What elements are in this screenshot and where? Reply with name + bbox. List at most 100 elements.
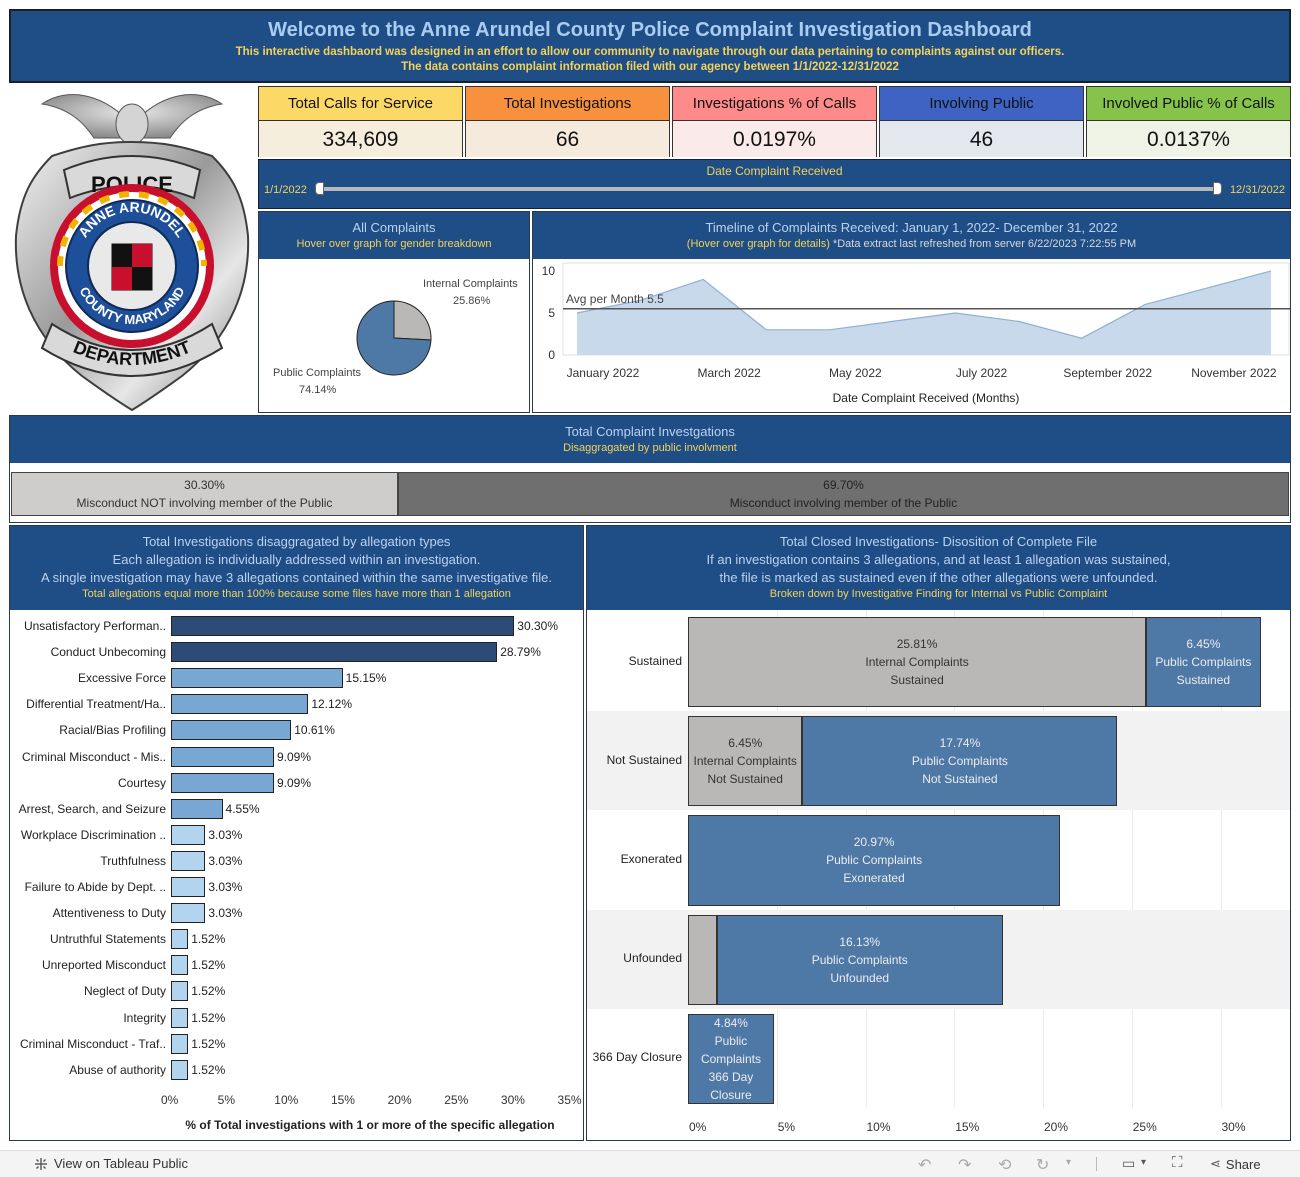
fullscreen-icon[interactable]: ⛶	[1172, 1154, 1183, 1171]
allegation-bar[interactable]	[171, 903, 206, 924]
allegation-value: 1.52%	[191, 1062, 226, 1077]
allegation-x-tick: 25%	[444, 1093, 469, 1107]
timeline-x-axis-title: Date Complaint Received (Months)	[833, 391, 1020, 405]
allegation-bar[interactable]	[171, 798, 223, 819]
allegation-bar[interactable]	[171, 746, 274, 767]
date-slider-track[interactable]	[321, 187, 1216, 191]
involvement-segment-internal[interactable]: 30.30% Misconduct NOT involving member of…	[11, 472, 398, 516]
allegation-value: 1.52%	[191, 958, 226, 973]
allegation-label: Racial/Bias Profiling	[59, 723, 166, 738]
date-filter-title: Date Complaint Received	[706, 164, 843, 178]
allegation-bar[interactable]	[171, 720, 292, 741]
involvement-segment-public[interactable]: 69.70% Misconduct involving member of the…	[398, 472, 1289, 516]
disposition-segment-public[interactable]: 16.13% Public Complaints Unfounded	[716, 914, 1003, 1005]
toolbar-divider	[1096, 1157, 1097, 1171]
revert-icon[interactable]: ⟲	[998, 1157, 1012, 1174]
disposition-segment-internal[interactable]	[688, 914, 717, 1005]
allegation-value: 30.30%	[517, 619, 558, 633]
pie-slice-public[interactable]	[356, 300, 432, 376]
allegation-label: Workplace Discrimination ..	[20, 827, 166, 842]
kpi-value: 334,609	[259, 121, 462, 157]
date-filter-end: 12/31/2022	[1229, 184, 1285, 196]
involvement-bar[interactable]: 30.30% Misconduct NOT involving member of…	[11, 472, 1289, 516]
disposition-x-tick: 20%	[1044, 1120, 1069, 1134]
undo-icon[interactable]: ↶	[918, 1157, 932, 1174]
disposition-segment-label: Public Complaints	[826, 853, 923, 868]
disposition-segment-label: Sustained	[890, 673, 944, 688]
allegation-label: Failure to Abide by Dept. ..	[24, 880, 166, 894]
kpi-tile: Involved Public % of Calls 0.0137%	[1086, 86, 1291, 157]
disposition-segment-label: 4.84%	[713, 1015, 748, 1030]
timeline-area[interactable]	[577, 271, 1271, 355]
timeline-x-tick: May 2022	[829, 366, 882, 380]
allegation-bar[interactable]	[171, 616, 515, 636]
kpi-value: 66	[466, 121, 669, 157]
involvement-title: Total Complaint Investgations	[565, 424, 735, 439]
disposition-header: Total Closed Investigations- Disosition …	[587, 526, 1290, 610]
timeline-y-tick: 0	[548, 348, 555, 362]
allegation-bar[interactable]	[171, 929, 189, 950]
kpi-tile: Total Investigations 66	[465, 86, 670, 157]
all-complaints-header: All Complaints Hover over graph for gend…	[259, 212, 529, 259]
allegation-bar[interactable]	[171, 850, 206, 871]
disposition-panel: Total Closed Investigations- Disosition …	[586, 525, 1291, 1141]
share-button[interactable]: ⋖ Share	[1210, 1156, 1261, 1172]
timeline-area-chart[interactable]: Avg per Month 5.5 10 5 0 January 2022 March 2…	[533, 259, 1290, 412]
kpi-tile: Involving Public 46	[879, 86, 1084, 157]
pie-chart[interactable]	[259, 259, 529, 412]
allegation-bar[interactable]	[171, 642, 498, 663]
date-filter-panel: Date Complaint Received 1/1/2022 12/31/2…	[258, 159, 1291, 209]
disposition-segment-public[interactable]: 20.97% Public Complaints Exonerated	[688, 815, 1061, 906]
redo-icon[interactable]: ↷	[958, 1157, 972, 1174]
allegation-bar[interactable]	[171, 694, 309, 715]
disposition-stacked-bar-chart[interactable]: Sustained 25.81% Internal Complaints Sustai…	[587, 610, 1290, 1140]
allegation-label: Truthfulness	[100, 853, 166, 868]
allegation-label: Criminal Misconduct - Mis..	[21, 749, 166, 764]
involvement-header: Total Complaint Investgations Disaggraga…	[10, 416, 1290, 463]
pie-slice-internal[interactable]	[393, 300, 432, 341]
allegation-value: 9.09%	[276, 749, 312, 764]
allegation-bar[interactable]	[171, 981, 189, 1002]
allegation-bar[interactable]	[171, 772, 274, 793]
kpi-title: Total Investigations	[466, 87, 669, 121]
allegation-label: Differential Treatment/Ha..	[26, 697, 166, 712]
kpi-value: 46	[880, 121, 1083, 157]
disposition-segment-label: 366 Day Closure	[708, 1069, 754, 1102]
involvement-pct: 30.30%	[184, 478, 225, 492]
allegation-bar[interactable]	[171, 955, 189, 976]
allegation-bar[interactable]	[171, 1007, 189, 1028]
timeline-line[interactable]	[576, 270, 1272, 339]
allegation-value: 1.52%	[191, 984, 226, 999]
disposition-segment-public[interactable]: 17.74% Public Complaints Not Sustained	[802, 716, 1118, 807]
allegation-bar-chart[interactable]: Unsatisfactory Performan.. 30.30% Conduct …	[10, 610, 583, 1140]
pause-icon[interactable]: ↻	[1036, 1157, 1050, 1174]
kpi-tile: Total Calls for Service 334,609	[258, 86, 463, 157]
chevron-down-icon-2[interactable]: ▾	[1141, 1157, 1147, 1168]
allegation-bar[interactable]	[171, 1059, 189, 1080]
involvement-panel: Total Complaint Investgations Disaggraga…	[9, 415, 1291, 523]
allegation-value: 15.15%	[345, 671, 387, 686]
allegation-x-axis-title: % of Total investigations with 1 or more…	[185, 1118, 555, 1132]
allegation-value: 1.52%	[191, 932, 226, 947]
disposition-note-3: Broken down by Investigative Finding for…	[769, 588, 1108, 600]
disposition-segment-internal[interactable]: 25.81% Internal Complaints Sustained	[688, 617, 1147, 708]
allegation-x-tick: 15%	[330, 1093, 355, 1107]
allegation-bar[interactable]	[171, 877, 206, 897]
allegation-bar[interactable]	[171, 668, 343, 689]
disposition-category-label: Exonerated	[620, 852, 682, 866]
timeline-x-tick: September 2022	[1063, 366, 1152, 380]
chevron-down-icon[interactable]: ▾	[1066, 1157, 1072, 1168]
view-on-tableau-link[interactable]: View on Tableau Public	[34, 1156, 188, 1171]
date-slider-start-handle[interactable]	[315, 182, 324, 195]
comment-icon[interactable]: ▭	[1122, 1155, 1136, 1171]
disposition-segment-internal[interactable]: 6.45% Internal Complaints Not Sustained	[688, 716, 803, 807]
allegation-bar[interactable]	[171, 1033, 189, 1054]
timeline-panel: Timeline of Complaints Received: January…	[532, 211, 1291, 413]
date-slider-end-handle[interactable]	[1213, 182, 1222, 195]
allegation-bar[interactable]	[171, 824, 206, 845]
disposition-title: Total Closed Investigations- Disosition …	[779, 534, 1098, 549]
disposition-segment-public[interactable]: 6.45% Public Complaints Sustained	[1146, 617, 1261, 708]
allegation-label: Integrity	[123, 1010, 166, 1025]
disposition-segment-public[interactable]: 4.84% Public Complaints 366 Day Closure	[688, 1013, 774, 1104]
disposition-segment-label: 6.45%	[1186, 637, 1221, 652]
